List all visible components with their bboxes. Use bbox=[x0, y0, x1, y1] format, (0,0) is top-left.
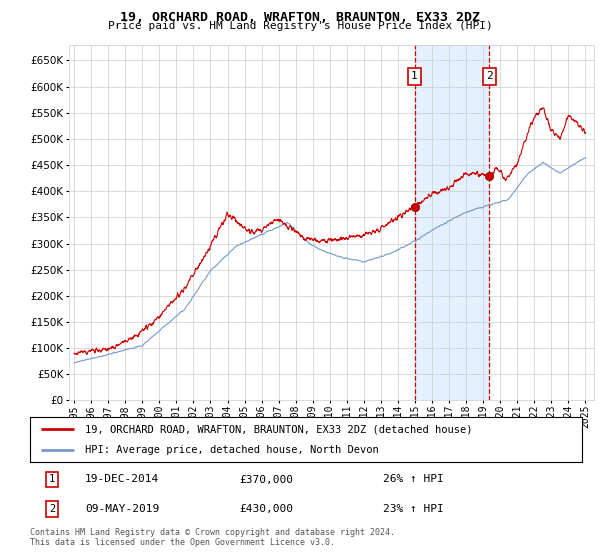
Text: 19, ORCHARD ROAD, WRAFTON, BRAUNTON, EX33 2DZ: 19, ORCHARD ROAD, WRAFTON, BRAUNTON, EX3… bbox=[120, 11, 480, 24]
Text: 2: 2 bbox=[49, 504, 55, 514]
Text: Price paid vs. HM Land Registry's House Price Index (HPI): Price paid vs. HM Land Registry's House … bbox=[107, 21, 493, 31]
Bar bbox=[415, 45, 490, 400]
Text: 19, ORCHARD ROAD, WRAFTON, BRAUNTON, EX33 2DZ (detached house): 19, ORCHARD ROAD, WRAFTON, BRAUNTON, EX3… bbox=[85, 424, 473, 435]
Text: 23% ↑ HPI: 23% ↑ HPI bbox=[383, 504, 444, 514]
Text: £430,000: £430,000 bbox=[240, 504, 294, 514]
Text: 26% ↑ HPI: 26% ↑ HPI bbox=[383, 474, 444, 484]
Text: 1: 1 bbox=[49, 474, 55, 484]
Text: £370,000: £370,000 bbox=[240, 474, 294, 484]
Text: 19-DEC-2014: 19-DEC-2014 bbox=[85, 474, 160, 484]
Text: HPI: Average price, detached house, North Devon: HPI: Average price, detached house, Nort… bbox=[85, 445, 379, 455]
Text: 2: 2 bbox=[486, 71, 493, 81]
Text: 1: 1 bbox=[411, 71, 418, 81]
Text: 09-MAY-2019: 09-MAY-2019 bbox=[85, 504, 160, 514]
Text: Contains HM Land Registry data © Crown copyright and database right 2024.
This d: Contains HM Land Registry data © Crown c… bbox=[30, 528, 395, 547]
